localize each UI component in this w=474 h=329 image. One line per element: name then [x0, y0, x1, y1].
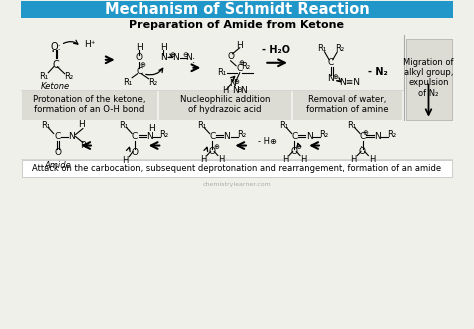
- Text: N: N: [185, 53, 192, 62]
- Text: ⊕: ⊕: [333, 74, 338, 80]
- Text: C: C: [237, 64, 243, 73]
- Bar: [292, 91, 402, 120]
- Text: C: C: [328, 58, 334, 67]
- Text: C: C: [137, 67, 143, 76]
- Text: ⊖: ⊖: [237, 87, 243, 93]
- Text: C: C: [52, 60, 59, 70]
- Text: :: :: [191, 55, 195, 65]
- Text: R₁: R₁: [197, 121, 206, 130]
- Bar: [22, 161, 452, 177]
- Text: R₁: R₁: [217, 68, 226, 77]
- Text: H: H: [237, 41, 243, 50]
- Text: R₁: R₁: [39, 72, 48, 81]
- Text: R₂: R₂: [319, 130, 328, 139]
- Text: ⊕: ⊕: [233, 79, 239, 85]
- Text: Attack on the carbocation, subsequent deprotonation and rearrangement, formation: Attack on the carbocation, subsequent de…: [32, 164, 442, 173]
- Text: H: H: [222, 86, 228, 95]
- Text: ⊖: ⊖: [182, 52, 188, 58]
- Text: Amide: Amide: [45, 161, 72, 170]
- Text: C: C: [132, 132, 138, 141]
- Text: N: N: [240, 86, 247, 95]
- Bar: [159, 91, 291, 120]
- Text: Migration of
alkyl group,
expulsion
of N₂: Migration of alkyl group, expulsion of N…: [403, 58, 454, 98]
- Text: N: N: [69, 132, 75, 141]
- Text: R₂: R₂: [237, 130, 246, 139]
- Text: R₁: R₁: [119, 121, 128, 130]
- Text: H: H: [200, 155, 207, 164]
- Text: C: C: [292, 132, 298, 141]
- Text: N: N: [328, 74, 334, 83]
- Text: H: H: [282, 155, 289, 164]
- Text: O: O: [227, 52, 234, 61]
- Text: O: O: [55, 148, 62, 157]
- Text: R₂: R₂: [159, 130, 169, 139]
- Text: N: N: [232, 86, 238, 95]
- Text: ⊕: ⊕: [238, 60, 245, 66]
- Text: - H₂O: - H₂O: [262, 45, 290, 55]
- Text: R₁: R₁: [123, 78, 132, 87]
- Text: R₁: R₁: [317, 44, 327, 53]
- Text: ⊕: ⊕: [295, 143, 301, 150]
- Text: Ketone: Ketone: [41, 82, 70, 91]
- Text: R₂: R₂: [64, 72, 73, 81]
- Text: chemistrylearner.com: chemistrylearner.com: [202, 182, 272, 187]
- Text: Nucleophilic addition
of hydrazoic acid: Nucleophilic addition of hydrazoic acid: [180, 95, 270, 114]
- Text: R₂: R₂: [241, 62, 250, 71]
- Text: H⁺: H⁺: [84, 40, 96, 49]
- Text: N: N: [229, 79, 236, 88]
- Text: C: C: [209, 132, 216, 141]
- Text: R₁: R₁: [279, 121, 288, 130]
- Text: R₁: R₁: [41, 121, 50, 130]
- Text: - H⊕: - H⊕: [257, 137, 277, 146]
- Text: C: C: [360, 132, 366, 141]
- Text: N: N: [146, 132, 153, 141]
- Text: H: H: [219, 155, 225, 164]
- Text: H: H: [351, 155, 357, 164]
- Text: Ö: Ö: [358, 147, 365, 156]
- Text: ·: ·: [51, 45, 55, 59]
- Text: H: H: [136, 43, 143, 52]
- Bar: [22, 91, 157, 120]
- Text: O: O: [291, 147, 298, 156]
- Text: Mechanism of Schmidt Reaction: Mechanism of Schmidt Reaction: [105, 2, 369, 17]
- Bar: [21, 1, 453, 18]
- Text: O: O: [131, 148, 138, 157]
- Text: C: C: [54, 132, 61, 141]
- Text: R₁: R₁: [347, 121, 356, 130]
- Text: Protonation of the ketone,
formation of an O-H bond: Protonation of the ketone, formation of …: [33, 95, 146, 114]
- Text: Removal of water,
formation of amine: Removal of water, formation of amine: [306, 95, 389, 114]
- Text: R₂: R₂: [387, 130, 397, 139]
- Text: R₂: R₂: [80, 141, 89, 150]
- Text: N≡N: N≡N: [338, 78, 360, 87]
- Text: N: N: [306, 132, 312, 141]
- Text: ⊕: ⊕: [139, 62, 145, 68]
- Text: H: H: [369, 155, 375, 164]
- Text: R₂: R₂: [147, 78, 157, 87]
- Text: H: H: [148, 124, 155, 133]
- Text: N: N: [374, 132, 381, 141]
- Text: ⊕: ⊕: [363, 130, 368, 136]
- Text: H: H: [301, 155, 307, 164]
- Bar: [406, 39, 452, 120]
- Text: N: N: [173, 53, 179, 62]
- Text: N: N: [160, 53, 166, 62]
- Text: H: H: [123, 156, 129, 165]
- Text: H: H: [160, 43, 166, 52]
- Text: Preparation of Amide from Ketone: Preparation of Amide from Ketone: [129, 20, 345, 30]
- Text: R₂: R₂: [336, 44, 345, 53]
- Text: ⊕: ⊕: [169, 52, 175, 58]
- Text: O: O: [209, 147, 216, 156]
- Text: H: H: [79, 120, 85, 129]
- Text: N: N: [224, 132, 230, 141]
- Text: O: O: [136, 53, 143, 62]
- Text: - N₂: - N₂: [368, 67, 388, 77]
- Text: O:: O:: [50, 42, 61, 52]
- Text: ⊕: ⊕: [213, 143, 219, 150]
